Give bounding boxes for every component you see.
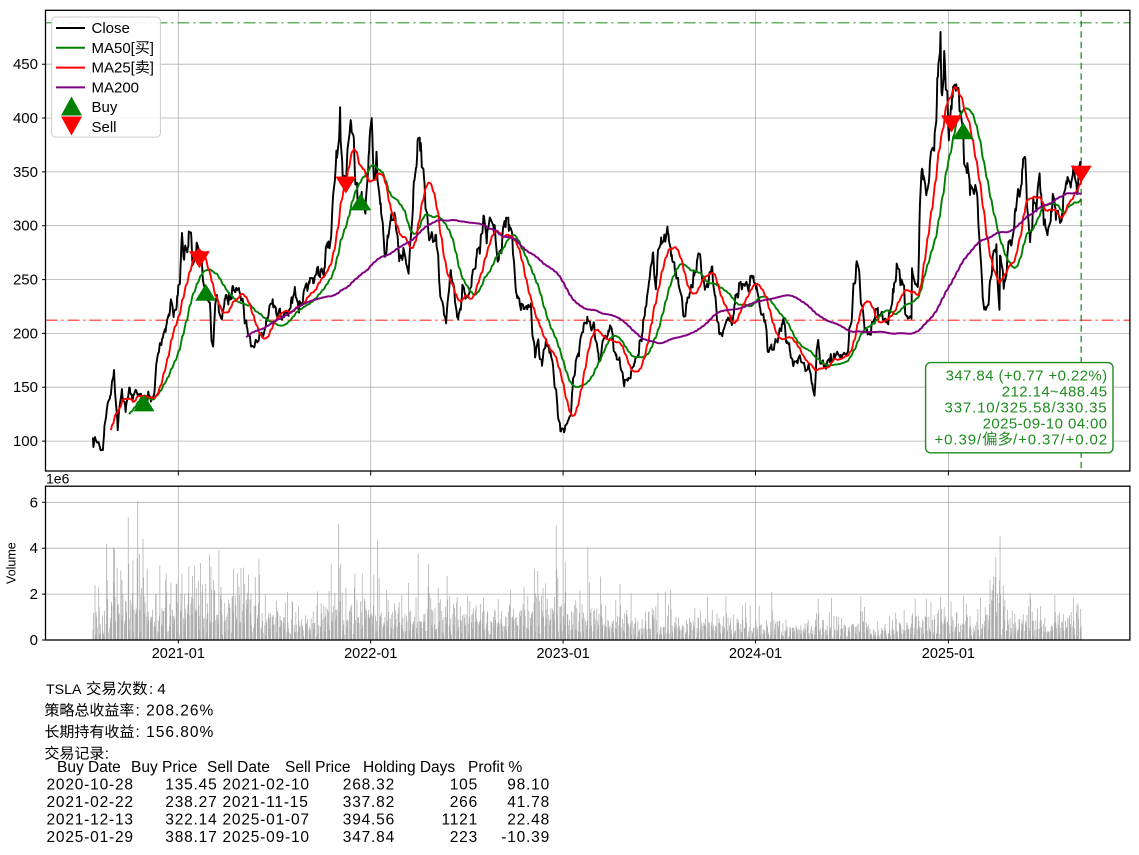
svg-text:300: 300 [13, 218, 38, 235]
svg-text:150: 150 [13, 379, 38, 396]
svg-text:Sell Date: Sell Date [207, 759, 270, 776]
svg-text:Sell Price: Sell Price [285, 759, 350, 776]
svg-text:200: 200 [13, 325, 38, 342]
svg-text:2021-02-22: 2021-02-22 [47, 794, 134, 811]
svg-text:22.48: 22.48 [507, 812, 550, 829]
svg-text:Buy Price: Buy Price [131, 759, 197, 776]
svg-text:2022-01: 2022-01 [344, 646, 397, 662]
svg-text:2021-01: 2021-01 [152, 646, 205, 662]
svg-text:2021-02-10: 2021-02-10 [223, 777, 310, 794]
svg-text:100: 100 [13, 433, 38, 450]
svg-text:MA200: MA200 [92, 79, 140, 96]
svg-text:1121: 1121 [441, 812, 478, 829]
svg-text:337.10/325.58/330.35: 337.10/325.58/330.35 [945, 400, 1108, 417]
svg-text:2020-10-28: 2020-10-28 [47, 777, 134, 794]
svg-text:1e6: 1e6 [46, 471, 70, 487]
svg-text:MA50[: MA50[ [92, 40, 136, 57]
svg-text:223: 223 [450, 829, 478, 846]
svg-text:135.45: 135.45 [165, 777, 217, 794]
svg-text:2023-01: 2023-01 [536, 646, 589, 662]
svg-text:: 4: : 4 [149, 681, 166, 698]
svg-text:388.17: 388.17 [165, 829, 217, 846]
svg-text:105: 105 [450, 777, 478, 794]
svg-text:450: 450 [13, 56, 38, 73]
svg-text:/+0.37/+0.02: /+0.37/+0.02 [1013, 431, 1108, 448]
svg-text:Buy: Buy [92, 99, 118, 116]
svg-text:6: 6 [30, 494, 38, 511]
svg-text:+0.39/: +0.39/ [935, 431, 983, 448]
svg-text:98.10: 98.10 [507, 777, 550, 794]
svg-text:: 208.26%: : 208.26% [136, 703, 215, 720]
svg-text:Holding Days: Holding Days [363, 759, 455, 776]
svg-text:2025-09-10 04:00: 2025-09-10 04:00 [983, 415, 1108, 432]
svg-text:350: 350 [13, 164, 38, 181]
svg-text::: : [105, 746, 109, 763]
svg-text:337.82: 337.82 [343, 794, 395, 811]
svg-text:Volume: Volume [5, 542, 19, 584]
svg-text:MA25[: MA25[ [92, 60, 136, 77]
svg-text:322.14: 322.14 [165, 812, 217, 829]
svg-text:268.32: 268.32 [343, 777, 395, 794]
svg-text:250: 250 [13, 272, 38, 289]
svg-text:2025-01: 2025-01 [922, 646, 975, 662]
svg-text:347.84: 347.84 [343, 829, 395, 846]
svg-text:2025-09-10: 2025-09-10 [223, 829, 310, 846]
svg-text:347.84 (+0.77 +0.22%): 347.84 (+0.77 +0.22%) [946, 368, 1108, 385]
svg-text:: 156.80%: : 156.80% [136, 724, 215, 741]
svg-text:Buy Date: Buy Date [57, 759, 121, 776]
svg-text:2024-01: 2024-01 [729, 646, 782, 662]
svg-text:Close: Close [92, 20, 130, 37]
svg-text:2025-01-07: 2025-01-07 [223, 812, 310, 829]
svg-text:212.14~488.45: 212.14~488.45 [1002, 383, 1108, 400]
svg-text:266: 266 [450, 794, 478, 811]
svg-text:TSLA: TSLA [46, 682, 82, 698]
svg-text:394.56: 394.56 [343, 812, 395, 829]
svg-text:2021-11-15: 2021-11-15 [223, 794, 309, 811]
svg-text:Profit %: Profit % [468, 759, 522, 776]
svg-text:-10.39: -10.39 [501, 829, 550, 846]
svg-text:400: 400 [13, 110, 38, 127]
svg-text:]: ] [150, 60, 154, 77]
svg-text:4: 4 [30, 540, 38, 557]
svg-text:0: 0 [30, 632, 38, 649]
svg-text:2021-12-13: 2021-12-13 [47, 812, 134, 829]
svg-text:2: 2 [30, 586, 38, 603]
svg-text:41.78: 41.78 [507, 794, 550, 811]
svg-text:238.27: 238.27 [165, 794, 217, 811]
svg-text:]: ] [150, 40, 154, 57]
svg-text:2025-01-29: 2025-01-29 [47, 829, 134, 846]
svg-text:Sell: Sell [92, 119, 117, 136]
